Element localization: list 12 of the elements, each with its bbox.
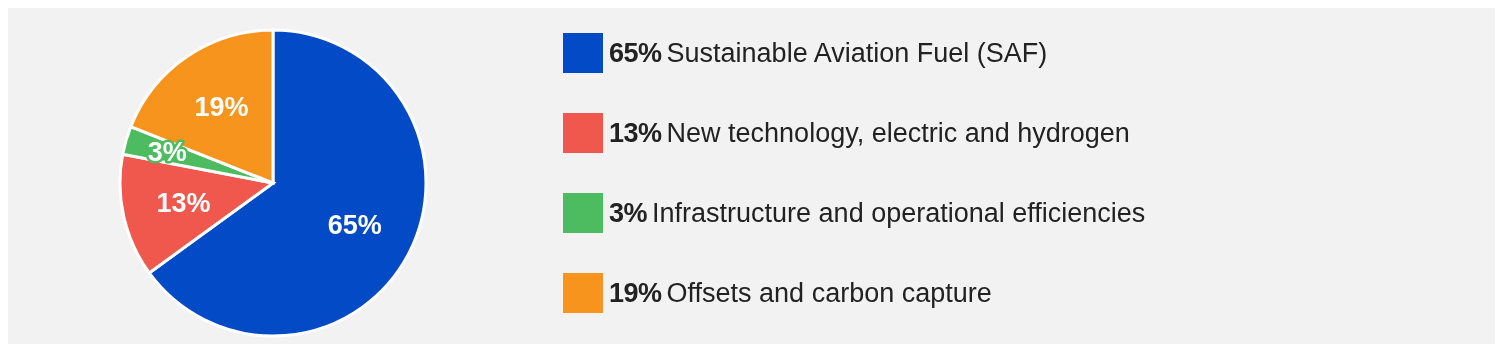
legend-label: Offsets and carbon capture	[666, 277, 992, 309]
text: 3%	[609, 197, 648, 228]
legend-label: Sustainable Aviation Fuel (SAF)	[666, 37, 1048, 69]
data-label: 13%	[156, 188, 211, 219]
data-label: 3%	[147, 137, 187, 168]
text: 19%	[609, 277, 662, 308]
data-label: 19%	[194, 92, 249, 123]
data-label: 65%	[327, 209, 382, 240]
legend-label: New technology, electric and hydrogen	[666, 117, 1130, 149]
text: 13%	[609, 117, 662, 148]
text: 65%	[609, 37, 662, 68]
legend-label: Infrastructure and operational efficiencies	[652, 197, 1146, 229]
